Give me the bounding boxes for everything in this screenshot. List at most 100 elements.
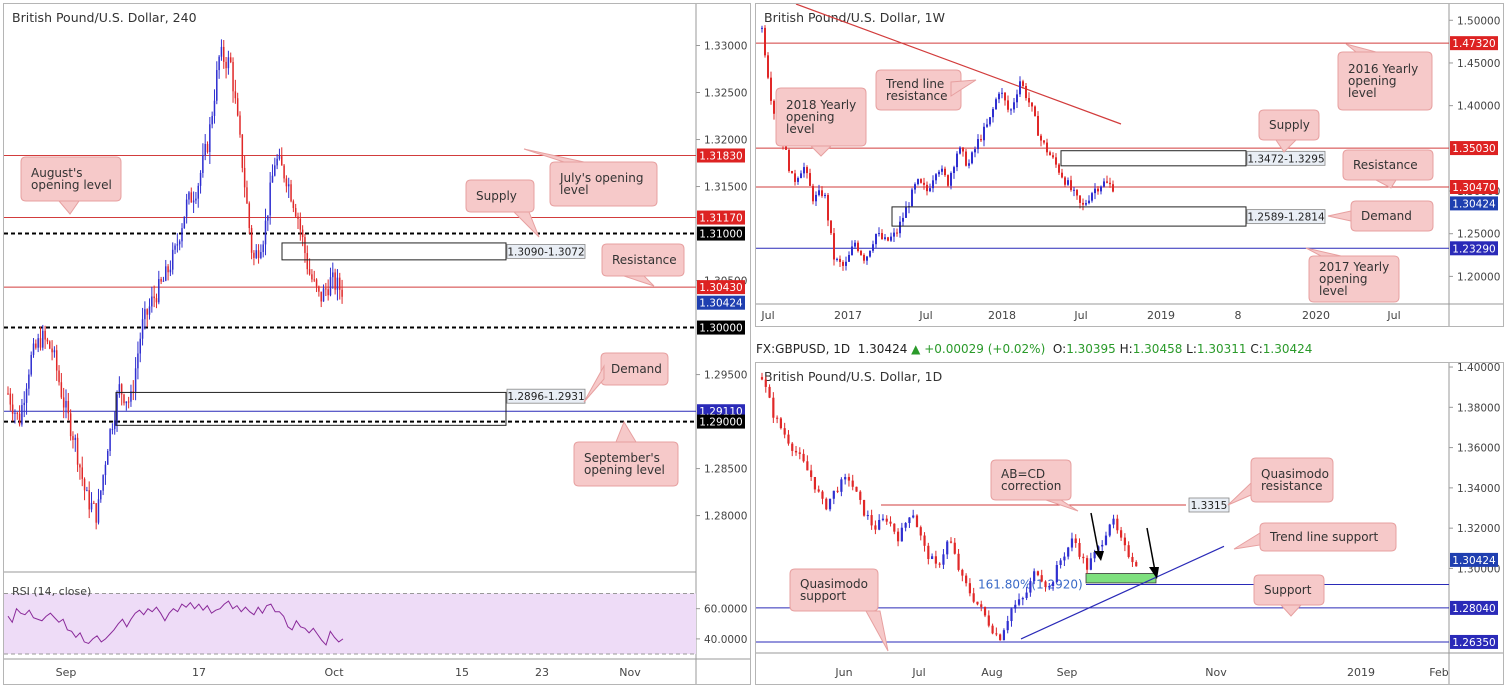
- h4-candle: [236, 98, 239, 116]
- daily-candle: [779, 418, 782, 429]
- daily-candle: [1093, 551, 1096, 559]
- daily-candle: [923, 535, 926, 546]
- h4-candle: [167, 266, 169, 273]
- weekly-candle: [800, 173, 802, 179]
- callout-yearly-2016: level: [1348, 86, 1377, 100]
- price-tick-label: 1.32000: [704, 135, 747, 147]
- callout-yearly-2017: 2017 Yearly: [1319, 260, 1389, 274]
- weekly-candle: [968, 163, 970, 166]
- daily-candle: [1010, 608, 1013, 622]
- weekly-chart-svg[interactable]: 1.500001.450001.400001.300001.250001.200…: [756, 4, 1503, 326]
- callout-augusts-opening-bubble: [20, 156, 122, 202]
- daily-candle: [915, 515, 919, 528]
- daily-candle: [961, 569, 964, 576]
- weekly-candle: [878, 233, 880, 235]
- daily-candle: [817, 489, 820, 492]
- h4-candle: [339, 277, 341, 290]
- daily-candle: [900, 527, 903, 542]
- daily-candle: [1055, 565, 1058, 583]
- h4-candle: [320, 291, 322, 302]
- daily-candle: [904, 523, 907, 528]
- weekly-candle: [1022, 81, 1024, 86]
- rsi-tick-label: 60.0000: [704, 604, 747, 616]
- h4-chart-svg[interactable]: 1.330001.325001.320001.315001.305001.295…: [4, 4, 750, 684]
- h4-candle: [69, 413, 72, 437]
- h4-candle: [88, 490, 90, 510]
- h4-candle: [220, 46, 223, 57]
- callout-quasimodo-support: Quasimodo: [800, 577, 868, 591]
- callout-abcd-tail: [1045, 499, 1079, 512]
- weekly-candle: [902, 217, 904, 222]
- daily-candle: [972, 593, 975, 602]
- daily-candle: [976, 601, 979, 605]
- daily-chart-panel[interactable]: British Pound/U.S. Dollar, 1D 1.40000 1.3…: [755, 362, 1504, 685]
- weekly-candle: [956, 153, 958, 168]
- time-label: 2020: [1302, 309, 1330, 322]
- supply-zone-label: 1.3090-1.3072: [507, 246, 584, 258]
- daily-candle: [776, 417, 779, 419]
- daily-candle: [764, 379, 767, 387]
- price-tag-1.47320-bg: [1450, 36, 1498, 51]
- price-tick-label: 1.25000: [1457, 229, 1500, 241]
- rsi-tick-label: 40.0000: [704, 634, 747, 646]
- h4-candle: [192, 200, 195, 203]
- h4-candle: [83, 478, 86, 491]
- h4-candle: [262, 244, 264, 253]
- h4-candle: [158, 279, 160, 303]
- h4-candle: [199, 172, 202, 186]
- h4-candle: [104, 464, 107, 476]
- daily-candle: [791, 443, 794, 451]
- time-label: Nov: [619, 666, 641, 679]
- weekly-candle: [821, 190, 823, 196]
- h4-candle: [39, 338, 42, 348]
- weekly-candle: [1103, 181, 1105, 187]
- weekly-candle: [905, 207, 907, 218]
- daily-candle: [957, 553, 960, 570]
- daily-candle: [1044, 581, 1047, 588]
- callout-yearly-2017: level: [1319, 284, 1348, 298]
- h4-candle: [51, 348, 53, 353]
- weekly-candle: [797, 178, 799, 182]
- daily-candle: [828, 498, 832, 510]
- weekly-candle: [983, 126, 985, 141]
- demand-zone-label: 1.2896-1.2931: [507, 391, 584, 403]
- daily-candle: [919, 527, 922, 536]
- daily-candle: [772, 397, 775, 418]
- daily-chart-svg[interactable]: 1.400001.380001.360001.340001.320001.300…: [756, 363, 1503, 684]
- price-tag-1.30430: 1.30430: [699, 282, 742, 294]
- h4-chart-panel[interactable]: British Pound/U.S. Dollar, 240 1.33000 1.…: [3, 3, 751, 685]
- price-tick-label: 1.29500: [704, 370, 747, 382]
- weekly-chart-panel[interactable]: British Pound/U.S. Dollar, 1W 1.50000 1.4…: [755, 3, 1504, 327]
- h4-candle: [65, 400, 67, 408]
- weekly-candle: [884, 237, 886, 240]
- last-price: 1.30424: [857, 342, 908, 356]
- h4-candle: [74, 437, 77, 440]
- qm-resistance-tag: 1.3315: [1191, 500, 1228, 512]
- h4-candle: [42, 330, 44, 348]
- daily-candle: [991, 625, 994, 634]
- price-change: +0.00029 (+0.02%): [924, 342, 1046, 356]
- callout-yearly-2016-bubble: [1337, 51, 1433, 111]
- price-tag-1.30470: 1.30470: [1452, 182, 1495, 194]
- time-label: 17: [192, 666, 206, 679]
- h4-candle: [243, 167, 246, 188]
- h4-candle: [113, 420, 116, 430]
- h4-candle: [232, 62, 234, 92]
- weekly-candle: [995, 99, 997, 110]
- close-label: C:: [1250, 342, 1263, 356]
- callout-septembers-opening: September's: [584, 451, 660, 465]
- weekly-candle: [992, 109, 994, 118]
- price-tag-1.31000: 1.31000: [699, 229, 742, 241]
- h4-candle: [155, 298, 158, 303]
- h4-candle: [153, 296, 155, 299]
- callout-yearly-2018: 2018 Yearly: [786, 98, 856, 112]
- daily-candle: [983, 606, 987, 616]
- callout-weekly-demand: Demand: [1361, 209, 1412, 223]
- weekly-candle: [815, 194, 817, 202]
- price-tick-label: 1.28000: [704, 511, 747, 523]
- price-tag-1.30470-bg: [1450, 180, 1498, 195]
- weekly-candle: [836, 258, 838, 260]
- close-value: 1.30424: [1262, 342, 1313, 356]
- h4-candle: [151, 296, 153, 307]
- price-tag-1.31830: 1.31830: [699, 151, 742, 163]
